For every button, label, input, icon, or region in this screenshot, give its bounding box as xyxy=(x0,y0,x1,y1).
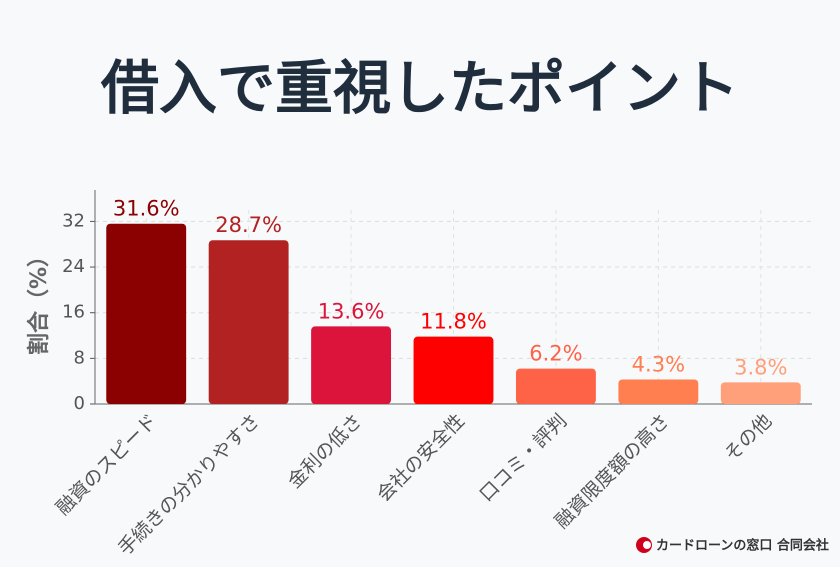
bar xyxy=(720,382,801,404)
bar xyxy=(515,368,596,404)
y-tick-label: 32 xyxy=(62,210,85,231)
bar xyxy=(618,379,699,404)
y-tick-label: 0 xyxy=(74,393,85,414)
y-tick-label: 16 xyxy=(62,302,85,323)
value-label: 4.3% xyxy=(632,352,685,376)
chart-title: 借入で重視したポイント xyxy=(100,54,739,122)
y-tick-label: 24 xyxy=(62,256,85,277)
value-label: 28.7% xyxy=(215,213,282,237)
bar xyxy=(413,336,494,404)
brand-logo: カードローンの窓口 合同会社 xyxy=(636,537,829,554)
y-axis-label: 割合（%） xyxy=(26,245,52,355)
value-label: 11.8% xyxy=(420,310,487,334)
y-tick-label: 8 xyxy=(74,347,85,368)
bar xyxy=(311,326,392,404)
value-label: 6.2% xyxy=(529,342,582,366)
bar xyxy=(208,240,289,404)
bar xyxy=(106,223,187,404)
logo-icon-inner xyxy=(643,541,651,549)
value-label: 3.8% xyxy=(734,355,787,379)
value-label: 13.6% xyxy=(318,299,385,323)
brand-text: カードローンの窓口 合同会社 xyxy=(656,538,829,554)
value-label: 31.6% xyxy=(113,197,180,221)
